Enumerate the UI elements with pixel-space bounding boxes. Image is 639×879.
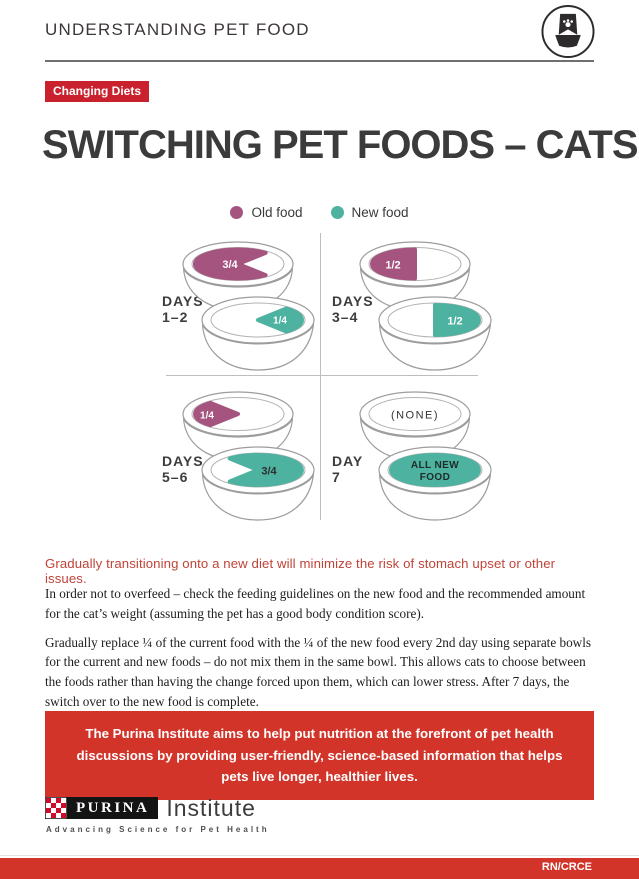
quadrant-day-7: DAY 7 (NONE) ALL NEW FOOD (327, 380, 497, 527)
quadrant-label-line2: 7 (332, 469, 341, 486)
new-food-fill-quarter (256, 306, 305, 334)
quadrant-label-line1: DAY (332, 453, 364, 469)
quadrant-days-1-2: DAYS 1–2 3/4 1/4 (150, 230, 320, 377)
bottom-red-bar: RN/CRCE (0, 858, 639, 879)
quadrant-days-3-4: DAYS 3–4 1/2 1/2 (327, 230, 497, 377)
header-divider (45, 60, 594, 62)
page-title: SWITCHING PET FOODS – CATS (42, 123, 639, 167)
footer-divider (0, 855, 639, 856)
purina-institute-callout: The Purina Institute aims to help put nu… (45, 711, 594, 800)
new-food-dot (330, 206, 344, 219)
diagram-horizontal-divider (166, 375, 478, 376)
old-portion-label: 1/4 (200, 411, 214, 422)
quadrant-label-line1: DAYS (162, 453, 204, 469)
quadrant-label-line1: DAYS (162, 293, 204, 309)
quadrant-label-line2: 3–4 (332, 309, 359, 326)
institute-wordmark: Institute (166, 794, 256, 821)
bowl-shape (555, 34, 581, 48)
purina-institute-logo: PURINA Institute (45, 794, 256, 821)
legend-item-old-food: Old food (230, 205, 303, 220)
paw-toe (562, 20, 566, 23)
old-food-fill-half (370, 247, 417, 281)
brand-tagline: Advancing Science for Pet Health (46, 825, 270, 834)
document-code: RN/CRCE (541, 861, 592, 873)
paw-toe (566, 19, 570, 22)
quadrant-label: DAYS 5–6 (162, 453, 204, 485)
old-food-fill-quarter (193, 400, 240, 428)
old-food-fill-three-quarters (192, 247, 268, 281)
quadrant-label: DAY 7 (332, 453, 363, 485)
pet-food-bag-bowl-icon (540, 4, 596, 59)
bowls-days-3-4: 1/2 1/2 (359, 241, 492, 371)
new-food-fill-full (389, 453, 481, 487)
new-portion-label: 1/4 (273, 316, 287, 327)
quadrant-label-line2: 5–6 (162, 469, 189, 486)
purina-wordmark: PURINA (67, 797, 159, 819)
category-badge: Changing Diets (45, 81, 150, 102)
quadrant-label: DAYS 1–2 (162, 293, 204, 325)
paragraph-replace-method: Gradually replace ¼ of the current food … (45, 634, 592, 709)
legend: Old food New food (0, 205, 639, 220)
old-food-dot (230, 206, 244, 219)
bowls-day-7: (NONE) ALL NEW FOOD (359, 391, 492, 521)
diagram-vertical-divider (320, 233, 321, 520)
legend-old-label: Old food (251, 205, 303, 220)
new-food-fill-half (433, 303, 481, 337)
quadrant-label: DAYS 3–4 (332, 293, 374, 325)
new-portion-label: 1/2 (447, 316, 462, 328)
legend-item-new-food: New food (330, 205, 409, 220)
purina-checkerboard-icon (45, 797, 67, 819)
page-header-title: UNDERSTANDING PET FOOD (45, 20, 310, 39)
lead-sentence: Gradually transitioning onto a new diet … (45, 556, 556, 586)
quadrant-days-5-6: DAYS 5–6 1/4 3/4 (150, 380, 320, 527)
old-portion-label: 3/4 (222, 259, 238, 271)
pet-food-icon-svg (541, 4, 595, 59)
legend-new-label: New food (351, 205, 409, 220)
bag-bowl-gap (557, 29, 579, 36)
paw-pad (565, 22, 571, 28)
bowls-days-1-2: 3/4 1/4 (182, 241, 315, 371)
paw-toe (570, 20, 574, 23)
quadrant-label-line1: DAYS (332, 293, 374, 309)
old-portion-label: 1/2 (385, 260, 400, 272)
paragraph-overfeed: In order not to overfeed – check the fee… (45, 586, 586, 621)
new-portion-label-line2: FOOD (420, 472, 451, 483)
old-portion-label: (NONE) (391, 410, 439, 422)
bowls-days-5-6: 1/4 3/4 (182, 391, 315, 521)
old-bowl-inner (368, 397, 462, 431)
new-portion-label-line1: ALL NEW (411, 460, 459, 471)
new-food-fill-three-quarters (227, 453, 304, 487)
new-portion-label: 3/4 (261, 466, 277, 478)
quadrant-label-line2: 1–2 (162, 309, 189, 326)
